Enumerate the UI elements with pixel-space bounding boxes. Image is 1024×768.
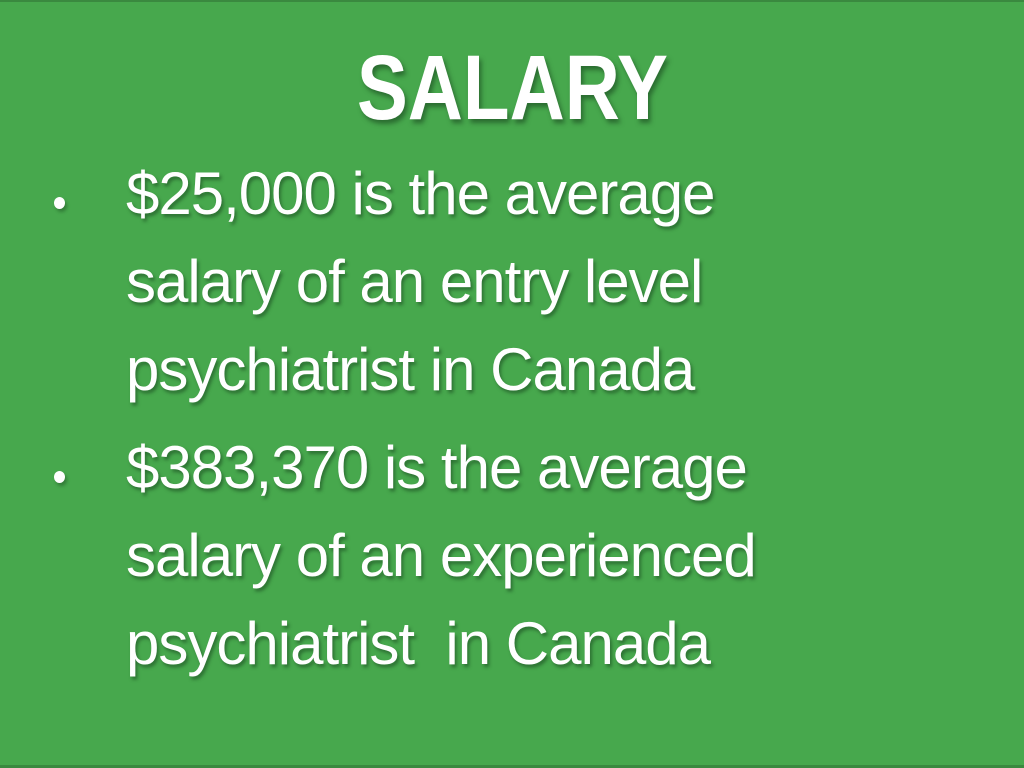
bullet-item-entry-level: $25,000 is the average salary of an entr… bbox=[52, 150, 966, 414]
bullet-line: $383,370 is the average bbox=[126, 434, 748, 501]
bullet-line: salary of an entry level bbox=[126, 248, 703, 315]
bullet-list: $25,000 is the average salary of an entr… bbox=[52, 150, 1024, 688]
bullet-line: salary of an experienced bbox=[126, 522, 757, 589]
bullet-line: psychiatrist in Canada bbox=[126, 336, 695, 403]
slide-title-text: SALARY bbox=[356, 37, 668, 139]
slide-title: SALARY bbox=[0, 0, 1024, 134]
bullet-item-experienced: $383,370 is the average salary of an exp… bbox=[52, 424, 966, 688]
bullet-dot-icon bbox=[54, 471, 65, 483]
bullet-line: psychiatrist in Canada bbox=[126, 610, 711, 677]
bullet-dot-icon bbox=[54, 197, 65, 209]
bullet-line: $25,000 is the average bbox=[126, 160, 715, 227]
